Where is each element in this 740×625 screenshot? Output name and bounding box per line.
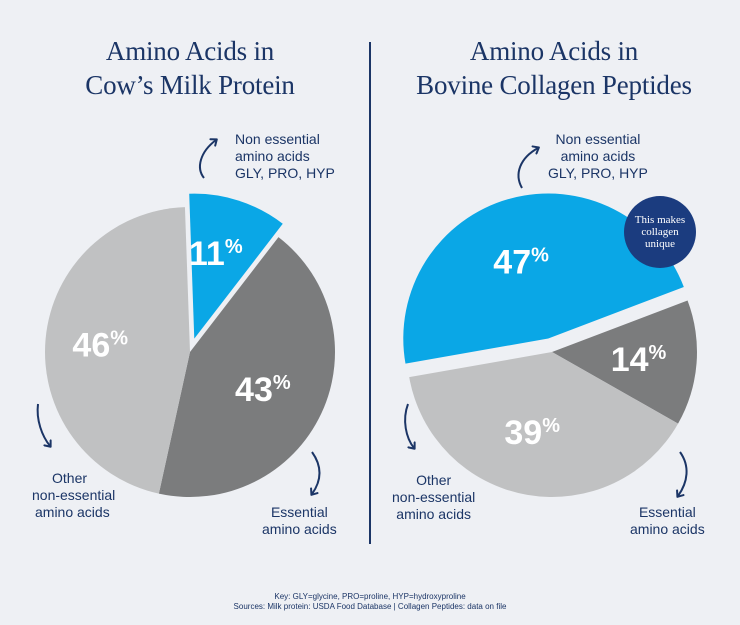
pie-slice-1-0: [403, 193, 684, 364]
right-nonessential-label: Non essential amino acids GLY, PRO, HYP: [548, 131, 648, 182]
pie-slice-label-1-1: 14%: [611, 341, 667, 379]
left-other-label-line-2: non-essential: [32, 487, 116, 503]
badge-line-1: This makes: [634, 214, 686, 226]
right-essential-label-line-1: Essential: [638, 504, 696, 520]
left-nonessential-arrow: [199, 138, 218, 179]
right-chart-title: Amino Acids in Bovine Collagen Peptides: [384, 34, 724, 102]
left-nonessential-label-line-3: GLY, PRO, HYP: [235, 165, 335, 181]
right-nonessential-arrow: [517, 145, 540, 189]
left-essential-label-line-2: amino acids: [262, 521, 337, 537]
right-essential-arrow: [676, 451, 688, 498]
right-other-label: Other non-essential amino acids: [392, 472, 475, 523]
left-essential-arrow: [310, 451, 321, 496]
pie-slice-label-0-2: 46%: [72, 326, 128, 364]
left-nonessential-label-line-2: amino acids: [235, 148, 310, 164]
pie-slice-0-2: [44, 207, 191, 494]
right-nonessential-label-line-1: Non essential: [555, 131, 641, 147]
footer-key: Key: GLY=glycine, PRO=proline, HYP=hydro…: [274, 592, 466, 601]
left-other-label-line-1: Other: [52, 470, 88, 486]
pie-slice-0-0: [189, 193, 283, 339]
left-pie-chart: 11% 43% 46%: [44, 193, 336, 498]
pie-slice-label-0-0: 11%: [189, 235, 243, 273]
right-other-label-line-1: Other: [416, 472, 452, 488]
left-essential-label: Essential amino acids: [262, 504, 337, 538]
pie-slice-label-1-0: 47%: [493, 244, 549, 282]
pie-slice-0-1: [158, 237, 336, 498]
right-other-arrow: [404, 403, 416, 450]
right-pie-chart: 47% 14% 39%: [403, 193, 698, 497]
left-title-line-1: Amino Acids in: [105, 36, 275, 66]
pie-slice-label-0-1: 43%: [235, 371, 291, 409]
right-nonessential-label-line-2: amino acids: [560, 148, 636, 164]
left-nonessential-label: Non essential amino acids GLY, PRO, HYP: [235, 131, 335, 182]
pie-slice-label-1-2: 39%: [504, 414, 560, 452]
right-other-label-line-3: amino acids: [396, 506, 471, 522]
right-other-label-line-2: non-essential: [392, 489, 476, 505]
left-title-line-2: Cow’s Milk Protein: [85, 70, 295, 100]
left-other-label: Other non-essential amino acids: [32, 470, 115, 521]
center-divider: [369, 42, 371, 544]
footer-sources: Sources: Milk protein: USDA Food Databas…: [233, 602, 507, 611]
right-essential-label-line-2: amino acids: [630, 521, 705, 537]
right-title-line-1: Amino Acids in: [469, 36, 639, 66]
collagen-unique-badge: This makes collagen unique: [624, 196, 696, 268]
badge-line-2: collagen: [641, 226, 679, 238]
left-chart-title: Amino Acids in Cow’s Milk Protein: [20, 34, 360, 102]
right-essential-label: Essential amino acids: [630, 504, 705, 538]
pie-slice-1-1: [552, 300, 698, 424]
footer-notes: Key: GLY=glycine, PRO=proline, HYP=hydro…: [0, 592, 740, 612]
left-nonessential-label-line-1: Non essential: [235, 131, 320, 147]
left-other-arrow: [36, 403, 52, 448]
left-essential-label-line-1: Essential: [270, 504, 328, 520]
left-other-label-line-3: amino acids: [35, 504, 110, 520]
pie-slice-1-2: [409, 352, 679, 497]
badge-line-3: unique: [645, 238, 675, 250]
right-nonessential-label-line-3: GLY, PRO, HYP: [548, 165, 648, 181]
right-title-line-2: Bovine Collagen Peptides: [416, 70, 692, 100]
